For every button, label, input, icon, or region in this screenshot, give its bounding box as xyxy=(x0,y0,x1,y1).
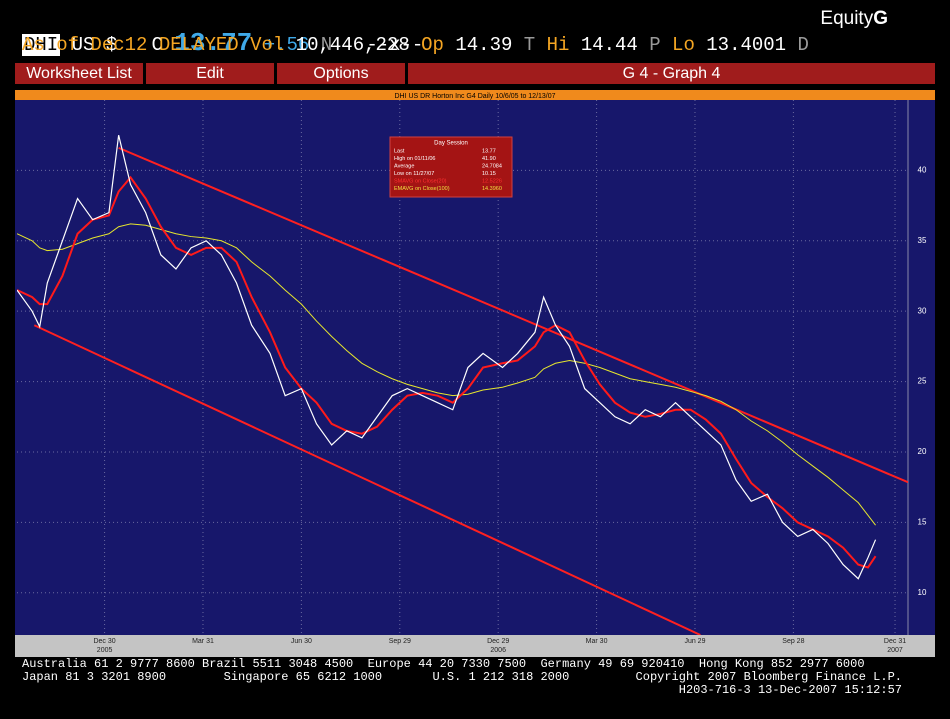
n: N xyxy=(320,34,333,56)
series-line xyxy=(17,223,876,526)
x-tick-label: Mar 31 xyxy=(192,638,214,645)
y-tick-label: 40 xyxy=(918,166,927,175)
info-label: High on 01/11/06 xyxy=(394,156,436,162)
y-tick-label: 20 xyxy=(918,447,927,456)
x-tick-label: Dec 30 xyxy=(93,638,115,645)
x-axis-strip xyxy=(15,635,935,657)
info-value: 41.90 xyxy=(482,156,496,162)
info-label: SMAVG on Close(20) xyxy=(394,178,447,184)
x-tick-year: 2007 xyxy=(887,647,903,654)
quote-field: 14.39 xyxy=(455,34,513,56)
quote-field: 14.44 xyxy=(580,34,638,56)
series-line xyxy=(17,175,877,569)
x-tick-label: Mar 30 xyxy=(586,638,608,645)
y-tick-label: 35 xyxy=(918,236,927,245)
y-tick-label: 25 xyxy=(918,377,927,386)
x-tick-label: Dec 29 xyxy=(487,638,509,645)
copyright: Copyright 2007 Bloomberg Finance L.P. xyxy=(635,670,902,684)
menu-item[interactable]: G 4 - Graph 4 xyxy=(408,63,935,84)
y-tick-label: 15 xyxy=(918,517,927,526)
ticker[interactable]: DHI xyxy=(22,34,61,56)
chart-title: DHI US DR Horton Inc G4 Daily 10/6/05 to… xyxy=(394,93,555,100)
quote-field: T xyxy=(523,34,536,56)
info-label: Average xyxy=(394,163,414,169)
info-value: 13.77 xyxy=(482,148,496,154)
info-value: 12.5226 xyxy=(482,178,502,184)
x-tick-label: Sep 28 xyxy=(782,638,804,645)
info-label: Last xyxy=(394,148,405,154)
quote-field: P xyxy=(649,34,661,56)
quote-field: Vol xyxy=(250,34,285,56)
menu-item[interactable]: Worksheet List xyxy=(15,63,146,84)
info-label: EMAVG on Close(100) xyxy=(394,186,450,192)
quote-field: Op xyxy=(421,34,444,56)
equity-g: G xyxy=(873,8,888,29)
y-tick-label: 30 xyxy=(918,306,927,315)
quote-field: Lo xyxy=(672,34,695,56)
footer-line: Australia 61 2 9777 8600 Brazil 5511 304… xyxy=(22,657,865,671)
timestamp: H203-716-3 13-Dec-2007 15:12:57 xyxy=(678,683,902,697)
footer-line: Japan 81 3 3201 8900 Singapore 65 6212 1… xyxy=(22,671,922,684)
x-tick-label: Jun 30 xyxy=(291,638,312,645)
quote-field: Dec12 xyxy=(90,34,148,56)
menu-item[interactable]: Edit xyxy=(146,63,277,84)
x-tick-year: 2006 xyxy=(490,647,506,654)
menu-item[interactable]: Options xyxy=(277,63,408,84)
footer-text: Japan 81 3 3201 8900 Singapore 65 6212 1… xyxy=(22,670,570,684)
quote-field: 10,446,228 xyxy=(295,34,410,56)
x-tick-label: Sep 29 xyxy=(389,638,411,645)
info-title: Day Session xyxy=(434,141,468,147)
quote-field: Hi xyxy=(546,34,570,56)
quote-field: 13.4001 xyxy=(706,34,787,56)
quote-field: DELAYED xyxy=(158,34,239,56)
header-line: DHI US $ C 13.77 +.56 N --x-- xyxy=(22,6,423,58)
trend-line xyxy=(33,324,701,635)
equity-label: EquityG xyxy=(820,8,888,30)
y-tick-label: 10 xyxy=(918,588,927,597)
chart: DHI US DR Horton Inc G4 Daily 10/6/05 to… xyxy=(15,90,935,657)
x-marker: --x-- xyxy=(366,34,424,56)
change: +.56 xyxy=(263,34,310,56)
quote-field: D xyxy=(797,34,809,56)
footer: Australia 61 2 9777 8600 Brazil 5511 304… xyxy=(22,658,922,697)
equity: Equity xyxy=(820,8,874,29)
title-bar xyxy=(15,90,935,100)
market: US $ xyxy=(71,34,118,56)
x-tick-label: Jun 29 xyxy=(684,638,705,645)
info-value: 10.15 xyxy=(482,171,496,177)
menu-bar: Worksheet List Edit Options G 4 - Graph … xyxy=(15,63,935,84)
series-line xyxy=(17,135,877,580)
last-price: 13.77 xyxy=(174,28,253,58)
info-value: 14.3960 xyxy=(482,186,502,192)
quote-field: As of xyxy=(22,34,80,56)
info-box xyxy=(389,136,513,198)
x-tick-label: Dec 31 xyxy=(884,638,906,645)
quote-line: As of Dec12 DELAYED Vol 10,446,228 Op 14… xyxy=(22,34,820,56)
info-value: 24.7084 xyxy=(482,163,502,169)
info-label: Low on 11/27/07 xyxy=(394,171,434,177)
trend-line xyxy=(118,146,908,484)
x-tick-year: 2005 xyxy=(97,647,113,654)
close-label: C xyxy=(151,34,163,56)
